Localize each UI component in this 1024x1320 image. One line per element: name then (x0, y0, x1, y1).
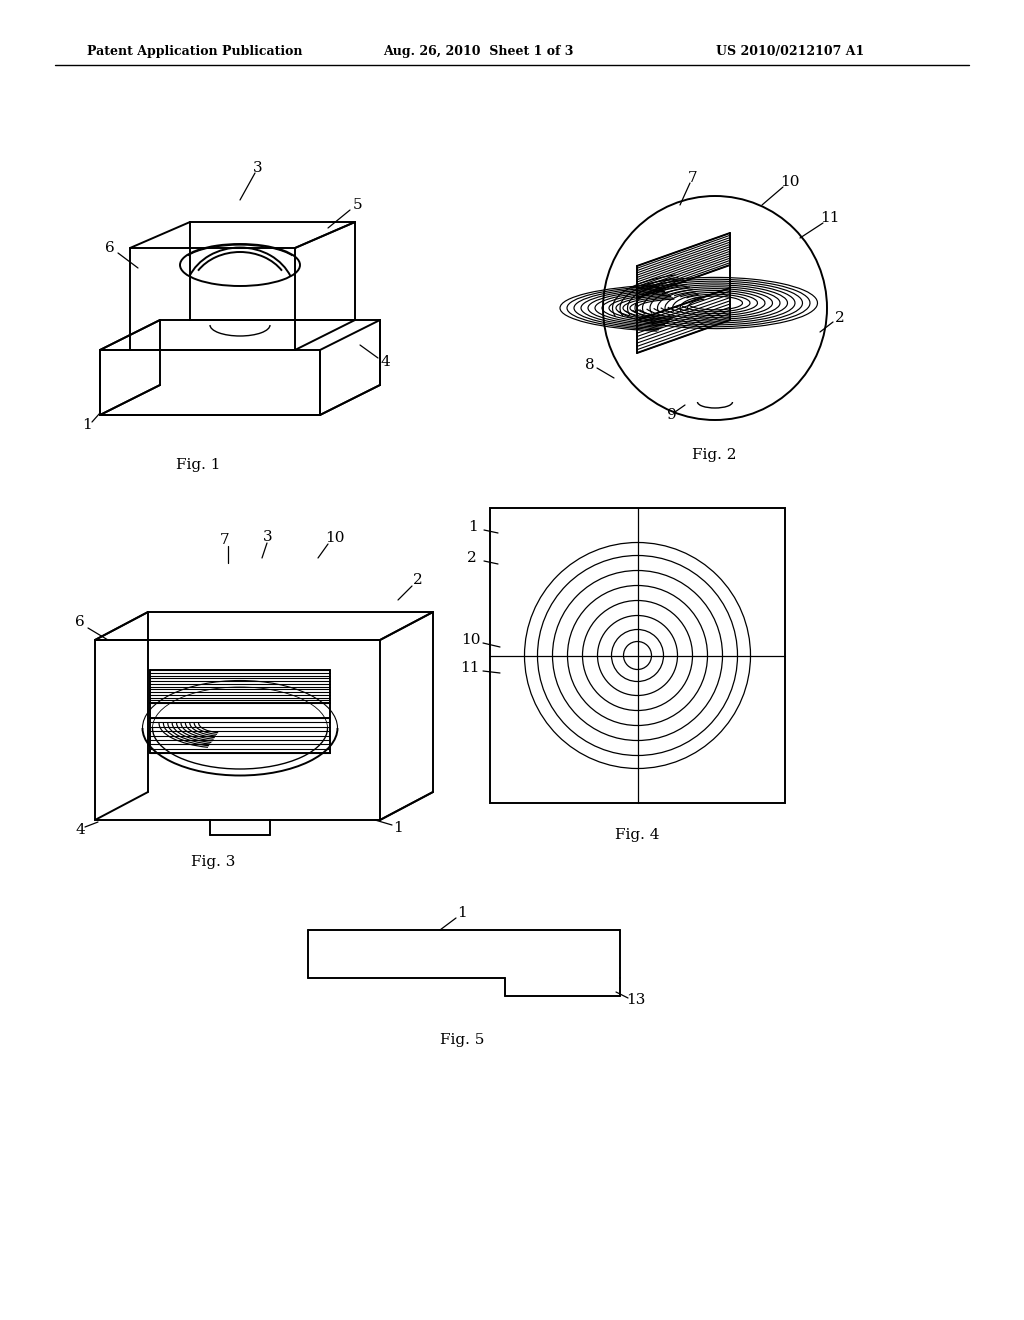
Text: US 2010/0212107 A1: US 2010/0212107 A1 (716, 45, 864, 58)
Text: 4: 4 (380, 355, 390, 370)
Text: 3: 3 (253, 161, 263, 176)
Text: 11: 11 (460, 661, 480, 675)
Text: 13: 13 (627, 993, 646, 1007)
Text: 10: 10 (326, 531, 345, 545)
Text: 1: 1 (457, 906, 467, 920)
Text: Fig. 3: Fig. 3 (190, 855, 236, 869)
Text: 7: 7 (688, 172, 697, 185)
Text: 7: 7 (220, 533, 229, 546)
Text: 9: 9 (667, 408, 677, 422)
Text: Fig. 1: Fig. 1 (176, 458, 220, 473)
Text: 1: 1 (468, 520, 478, 535)
Text: 10: 10 (461, 634, 480, 647)
Text: 1: 1 (393, 821, 402, 836)
Text: Fig. 4: Fig. 4 (614, 828, 659, 842)
Text: 2: 2 (467, 550, 477, 565)
Bar (490, 508, 785, 803)
Text: Fig. 5: Fig. 5 (440, 1034, 484, 1047)
Text: 8: 8 (585, 358, 595, 372)
Text: Aug. 26, 2010  Sheet 1 of 3: Aug. 26, 2010 Sheet 1 of 3 (383, 45, 573, 58)
Text: 11: 11 (820, 211, 840, 224)
Text: 6: 6 (75, 615, 85, 630)
Text: 2: 2 (413, 573, 423, 587)
Text: 10: 10 (780, 176, 800, 189)
Text: 3: 3 (263, 531, 272, 544)
Text: 2: 2 (836, 312, 845, 325)
Text: 5: 5 (353, 198, 362, 213)
Text: Fig. 2: Fig. 2 (692, 447, 736, 462)
Text: Patent Application Publication: Patent Application Publication (87, 45, 303, 58)
Text: 6: 6 (105, 242, 115, 255)
Text: 1: 1 (82, 418, 92, 432)
Text: 4: 4 (75, 822, 85, 837)
